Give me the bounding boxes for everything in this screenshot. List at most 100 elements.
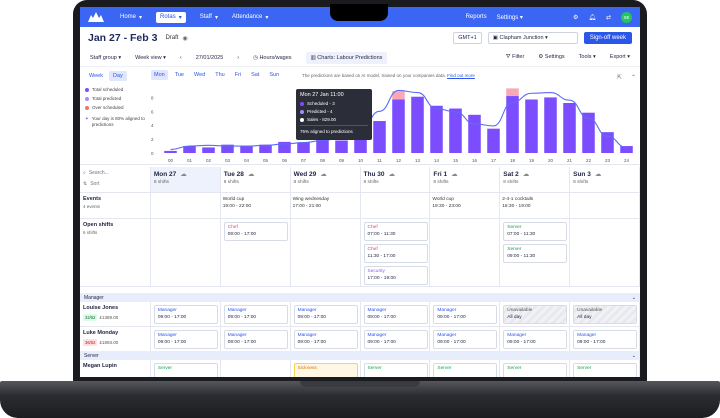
bar-scheduled[interactable] xyxy=(620,146,633,153)
bar-scheduled[interactable] xyxy=(392,99,405,153)
day-header-6[interactable]: Sun 3 ☁ 8 shifts xyxy=(570,167,640,192)
shift-card[interactable]: Manager 09:00 - 17:00 xyxy=(433,330,498,349)
open-shift-card[interactable]: Security 17:00 - 19:00 xyxy=(363,266,428,285)
shift-card[interactable]: Manager 09:00 - 17:00 xyxy=(223,330,288,349)
day-toggle[interactable]: Day xyxy=(108,71,127,81)
nav-home[interactable]: Home ▾ xyxy=(120,14,142,21)
next-week-icon[interactable]: › xyxy=(237,54,240,61)
date-picker[interactable]: 27/01/2025 xyxy=(195,54,224,61)
bar-scheduled[interactable] xyxy=(506,96,519,153)
bar-over-scheduled[interactable] xyxy=(506,88,519,97)
shift-card[interactable]: Server xyxy=(153,363,218,377)
bar-scheduled[interactable] xyxy=(411,96,424,153)
avatar[interactable]: SE xyxy=(621,11,632,23)
prev-week-icon[interactable]: ‹ xyxy=(179,54,182,61)
open-shift-card[interactable]: Server 09:00 - 11:30 xyxy=(503,244,568,263)
bar-scheduled[interactable] xyxy=(278,141,291,153)
bar-scheduled[interactable] xyxy=(468,114,481,153)
day-header-5[interactable]: Sat 2 ☁ 8 shifts xyxy=(500,167,571,192)
shift-card[interactable]: Manager 09:00 - 17:00 xyxy=(363,330,428,349)
nav-staff[interactable]: Staff ▾ xyxy=(200,14,218,21)
sort-button[interactable]: Sort xyxy=(90,181,100,187)
user-switch-icon[interactable]: ⇄ xyxy=(605,14,611,21)
open-shift-card[interactable]: Server 07:00 - 11:30 xyxy=(503,222,568,241)
open-shift-card[interactable]: Chef 07:00 - 11:30 xyxy=(363,222,428,241)
filter-button[interactable]: ⛛ Filter xyxy=(506,54,524,61)
staff-label-cell[interactable]: Megan Lupin xyxy=(80,360,151,377)
unavailable-card[interactable]: Unavailable All day xyxy=(503,305,568,324)
day-tab-fri[interactable]: Fri xyxy=(234,72,242,78)
shift-card[interactable]: Server xyxy=(363,363,428,377)
bar-scheduled[interactable] xyxy=(183,146,196,153)
gear-icon[interactable]: ⚙ xyxy=(572,14,579,21)
bar-scheduled[interactable] xyxy=(563,102,576,153)
bar-scheduled[interactable] xyxy=(221,144,234,153)
shift-card[interactable]: Server xyxy=(573,363,638,377)
bar-scheduled[interactable] xyxy=(240,146,253,153)
day-header-4[interactable]: Fri 1 ☁ 8 shifts xyxy=(430,167,501,192)
open-shift-card[interactable]: Chef 09:00 - 17:00 xyxy=(223,222,288,241)
signoff-button[interactable]: Sign-off week xyxy=(583,32,632,44)
day-tab-mon[interactable]: Mon xyxy=(151,70,168,80)
shift-card[interactable]: Manager 09:00 - 17:00 xyxy=(223,305,288,324)
bar-scheduled[interactable] xyxy=(164,150,177,153)
week-toggle[interactable]: Week xyxy=(89,73,103,79)
day-tab-sat[interactable]: Sat xyxy=(251,72,260,78)
day-tab-tue[interactable]: Tue xyxy=(174,72,184,78)
day-header-1[interactable]: Tue 28 ☁ 8 shifts xyxy=(221,167,291,192)
nav-settings[interactable]: Settings ▾ xyxy=(496,14,523,21)
nav-attendance[interactable]: Attendance ▾ xyxy=(232,14,268,21)
day-header-0[interactable]: Mon 27 ☁ 8 shifts xyxy=(150,167,221,192)
bar-scheduled[interactable] xyxy=(259,144,272,153)
shift-card[interactable]: Sickness xyxy=(293,363,358,377)
shift-card[interactable]: Manager 09:00 - 17:00 xyxy=(363,305,428,324)
staff-group-select[interactable]: Staff group ▾ xyxy=(90,54,122,61)
staff-label-cell[interactable]: Luke Monday 36/52 £1893.00 xyxy=(80,327,151,351)
nav-reports[interactable]: Reports xyxy=(465,14,487,20)
bar-scheduled[interactable] xyxy=(487,128,500,153)
shift-card[interactable]: Manager 09:00 - 17:00 xyxy=(573,330,638,349)
bar-scheduled[interactable] xyxy=(373,121,386,153)
day-tab-wed[interactable]: Wed xyxy=(193,72,206,78)
nav-rotas[interactable]: Rotas ▾ xyxy=(156,11,186,23)
location-select[interactable]: ▣ Clapham Junction ▾ xyxy=(487,32,578,44)
shift-card[interactable]: Manager 09:00 - 17:00 xyxy=(503,330,568,349)
expand-icon[interactable]: ⇱ xyxy=(616,75,622,81)
export-menu[interactable]: Export ▾ xyxy=(609,54,630,60)
bar-scheduled[interactable] xyxy=(335,140,348,153)
hours-wages-toggle[interactable]: ◷ Hours/wages xyxy=(253,55,291,61)
day-tab-sun[interactable]: Sun xyxy=(269,72,280,78)
shift-card[interactable]: Manager 09:00 - 17:00 xyxy=(293,305,358,324)
bar-scheduled[interactable] xyxy=(297,142,310,153)
shift-card[interactable]: Server xyxy=(433,363,498,377)
shift-card[interactable]: Manager 09:00 - 17:00 xyxy=(433,305,498,324)
day-header-2[interactable]: Wed 29 ☁ 8 shifts xyxy=(291,167,361,192)
unavailable-card[interactable]: Unavailable All day xyxy=(573,305,638,324)
shift-card[interactable]: Manager 09:00 - 17:00 xyxy=(293,330,358,349)
shift-card[interactable]: Manager 09:00 - 17:00 xyxy=(153,305,218,324)
bar-scheduled[interactable] xyxy=(544,97,557,153)
staff-label-cell[interactable]: Louise Jones 32/52 £1389.00 xyxy=(80,302,151,326)
search-input[interactable] xyxy=(88,170,139,176)
shift-card[interactable]: Server xyxy=(503,363,568,377)
charts-toggle[interactable]: ▥ Charts: Labour Predictions xyxy=(305,51,388,64)
bar-scheduled[interactable] xyxy=(525,99,538,153)
shift-card[interactable]: Manager 09:00 - 17:00 xyxy=(153,330,218,349)
open-shift-card[interactable]: Chef 11:30 - 17:00 xyxy=(363,244,428,263)
bar-scheduled[interactable] xyxy=(430,105,443,153)
brand-logo-icon[interactable] xyxy=(88,12,104,22)
bar-over-scheduled[interactable] xyxy=(392,91,405,100)
section-manager[interactable]: Manager ⌄ xyxy=(80,293,640,302)
day-tab-thu[interactable]: Thu xyxy=(215,72,225,78)
bar-scheduled[interactable] xyxy=(316,137,329,153)
tools-menu[interactable]: Tools ▾ xyxy=(578,54,596,60)
bar-scheduled[interactable] xyxy=(449,108,462,153)
section-server[interactable]: Server ⌄ xyxy=(80,351,640,360)
bar-scheduled[interactable] xyxy=(202,147,215,153)
week-view-select[interactable]: Week view ▾ xyxy=(135,54,166,61)
event-item[interactable]: 2-4-1 cocktails 16:30 - 19:00 xyxy=(500,193,569,213)
collapse-icon[interactable]: ⌃ xyxy=(630,75,636,81)
day-header-3[interactable]: Thu 30 ☁ 8 shifts xyxy=(361,167,431,192)
find-out-more-link[interactable]: Find out more xyxy=(447,73,475,78)
bar-scheduled[interactable] xyxy=(582,112,595,153)
